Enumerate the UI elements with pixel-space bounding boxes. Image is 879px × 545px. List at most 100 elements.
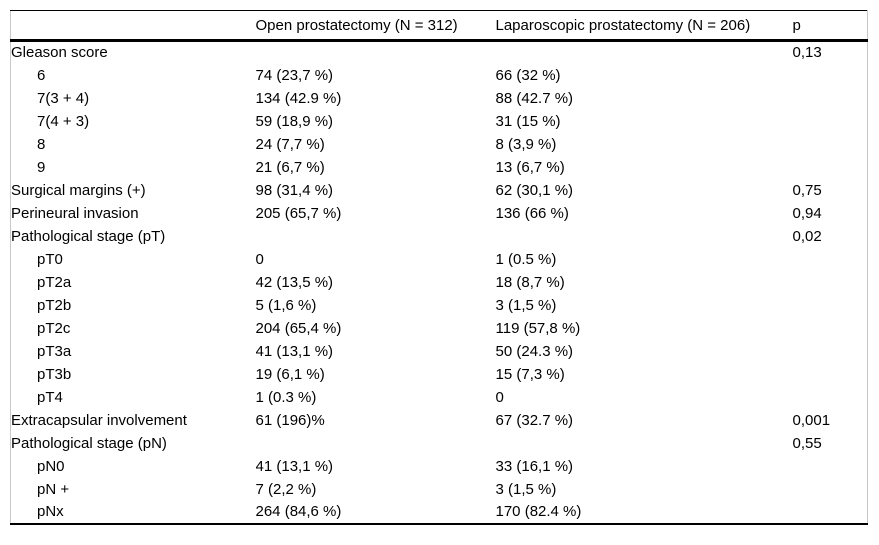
row-label: pT2b [37, 296, 72, 314]
p-value [793, 110, 868, 133]
open-value: 264 (84,6 %) [255, 503, 342, 520]
row-label: pN + [37, 480, 70, 498]
open-value: 21 (6,7 %) [255, 158, 325, 176]
table-body: Gleason score 0,13 6 74 (23,7 %) 66 (32 %) 7(… [11, 41, 868, 524]
p-value [793, 501, 868, 524]
lap-value: 18 (8,7 %) [495, 273, 565, 291]
p-value [793, 133, 868, 156]
p-value [793, 271, 868, 294]
p-value [793, 317, 868, 340]
col-header-laparoscopic: Laparoscopic prostatectomy (N = 206) [495, 16, 751, 34]
row-label: pT3b [37, 365, 72, 383]
row-label: pNx [37, 503, 64, 520]
table-row: 7(4 + 3) 59 (18,9 %) 31 (15 %) [11, 110, 868, 133]
lap-value: 66 (32 %) [495, 66, 561, 84]
table-row: pT0 0 1 (0.5 %) [11, 248, 868, 271]
table-row: pN0 41 (13,1 %) 33 (16,1 %) [11, 455, 868, 478]
p-value [793, 478, 868, 501]
row-label: pT2a [37, 273, 72, 291]
row-label: Gleason score [11, 44, 108, 62]
p-value: 0,001 [792, 411, 831, 429]
open-value: 0 [255, 250, 264, 268]
row-label: 7(4 + 3) [37, 112, 90, 130]
row-label: 7(3 + 4) [37, 89, 90, 107]
open-value: 19 (6,1 %) [255, 365, 325, 383]
row-label: 9 [37, 158, 46, 176]
col-header-p: p [792, 16, 801, 34]
p-value: 0,75 [792, 181, 822, 199]
open-value: 204 (65,4 %) [255, 319, 342, 337]
row-label: pT3a [37, 342, 72, 360]
lap-value: 8 (3,9 %) [495, 135, 557, 153]
p-value [793, 294, 868, 317]
table-row: pT2b 5 (1,6 %) 3 (1,5 %) [11, 294, 868, 317]
p-value [793, 248, 868, 271]
table-row: pT3b 19 (6,1 %) 15 (7,3 %) [11, 363, 868, 386]
results-table: Open prostatectomy (N = 312) Laparoscopi… [10, 10, 868, 525]
open-value: 41 (13,1 %) [255, 457, 334, 475]
open-value [256, 432, 496, 455]
lap-value: 13 (6,7 %) [495, 158, 565, 176]
table-row: 7(3 + 4) 134 (42.9 %) 88 (42.7 %) [11, 87, 868, 110]
table-row: 8 24 (7,7 %) 8 (3,9 %) [11, 133, 868, 156]
row-label: pT4 [37, 388, 63, 406]
open-value [256, 225, 496, 248]
p-value: 0,94 [792, 204, 822, 222]
row-label: Pathological stage (pN) [11, 434, 167, 452]
lap-value: 136 (66 %) [495, 204, 569, 222]
table-row: pT2a 42 (13,5 %) 18 (8,7 %) [11, 271, 868, 294]
table-row: pN + 7 (2,2 %) 3 (1,5 %) [11, 478, 868, 501]
table-row: Surgical margins (+) 98 (31,4 %) 62 (30,1 … [11, 179, 868, 202]
open-value: 24 (7,7 %) [255, 135, 325, 153]
table-row: pT4 1 (0.3 %) 0 [11, 386, 868, 409]
row-label: Extracapsular involvement [11, 411, 187, 429]
table-row: Perineural invasion 205 (65,7 %) 136 (66 %… [11, 202, 868, 225]
table-row: Pathological stage (pT) 0,02 [11, 225, 868, 248]
row-label: pT2c [37, 319, 71, 337]
lap-value [496, 41, 793, 64]
results-table-container: Open prostatectomy (N = 312) Laparoscopi… [10, 10, 868, 525]
lap-value [496, 225, 793, 248]
open-value: 7 (2,2 %) [255, 480, 317, 498]
p-value [793, 363, 868, 386]
table-row: pT2c 204 (65,4 %) 119 (57,8 %) [11, 317, 868, 340]
open-value: 74 (23,7 %) [255, 66, 334, 84]
lap-value: 170 (82.4 %) [495, 503, 582, 520]
lap-value: 0 [495, 388, 504, 406]
p-value [793, 87, 868, 110]
p-value: 0,02 [792, 227, 822, 245]
lap-value: 1 (0.5 %) [495, 250, 557, 268]
open-value: 42 (13,5 %) [255, 273, 334, 291]
col-header-open: Open prostatectomy (N = 312) [255, 16, 458, 34]
lap-value: 31 (15 %) [495, 112, 561, 130]
lap-value: 3 (1,5 %) [495, 296, 557, 314]
row-label: Surgical margins (+) [11, 181, 146, 199]
table-row: Pathological stage (pN) 0,55 [11, 432, 868, 455]
lap-value: 3 (1,5 %) [495, 480, 557, 498]
p-value [793, 340, 868, 363]
row-label: 8 [37, 135, 46, 153]
lap-value: 50 (24.3 %) [495, 342, 574, 360]
table-header-row: Open prostatectomy (N = 312) Laparoscopi… [10, 11, 868, 41]
open-value: 61 (196)% [255, 411, 325, 429]
row-label: Pathological stage (pT) [11, 227, 166, 245]
lap-value: 33 (16,1 %) [495, 457, 574, 475]
table-row: 6 74 (23,7 %) 66 (32 %) [11, 64, 868, 87]
open-value: 134 (42.9 %) [255, 89, 342, 107]
open-value: 5 (1,6 %) [255, 296, 317, 314]
open-value: 41 (13,1 %) [255, 342, 334, 360]
p-value [793, 64, 868, 87]
lap-value: 67 (32.7 %) [495, 411, 574, 429]
p-value: 0,55 [792, 434, 822, 452]
table-row: pNx 264 (84,6 %) 170 (82.4 %) [11, 501, 868, 524]
row-label: pT0 [37, 250, 63, 268]
table-row: Extracapsular involvement 61 (196)% 67 (32… [11, 409, 868, 432]
row-label: pN0 [37, 457, 65, 475]
lap-value: 88 (42.7 %) [495, 89, 574, 107]
lap-value: 62 (30,1 %) [495, 181, 574, 199]
open-value [256, 41, 496, 64]
lap-value: 119 (57,8 %) [495, 319, 581, 337]
col-header-empty [11, 11, 256, 41]
p-value [793, 386, 868, 409]
table-row: Gleason score 0,13 [11, 41, 868, 64]
